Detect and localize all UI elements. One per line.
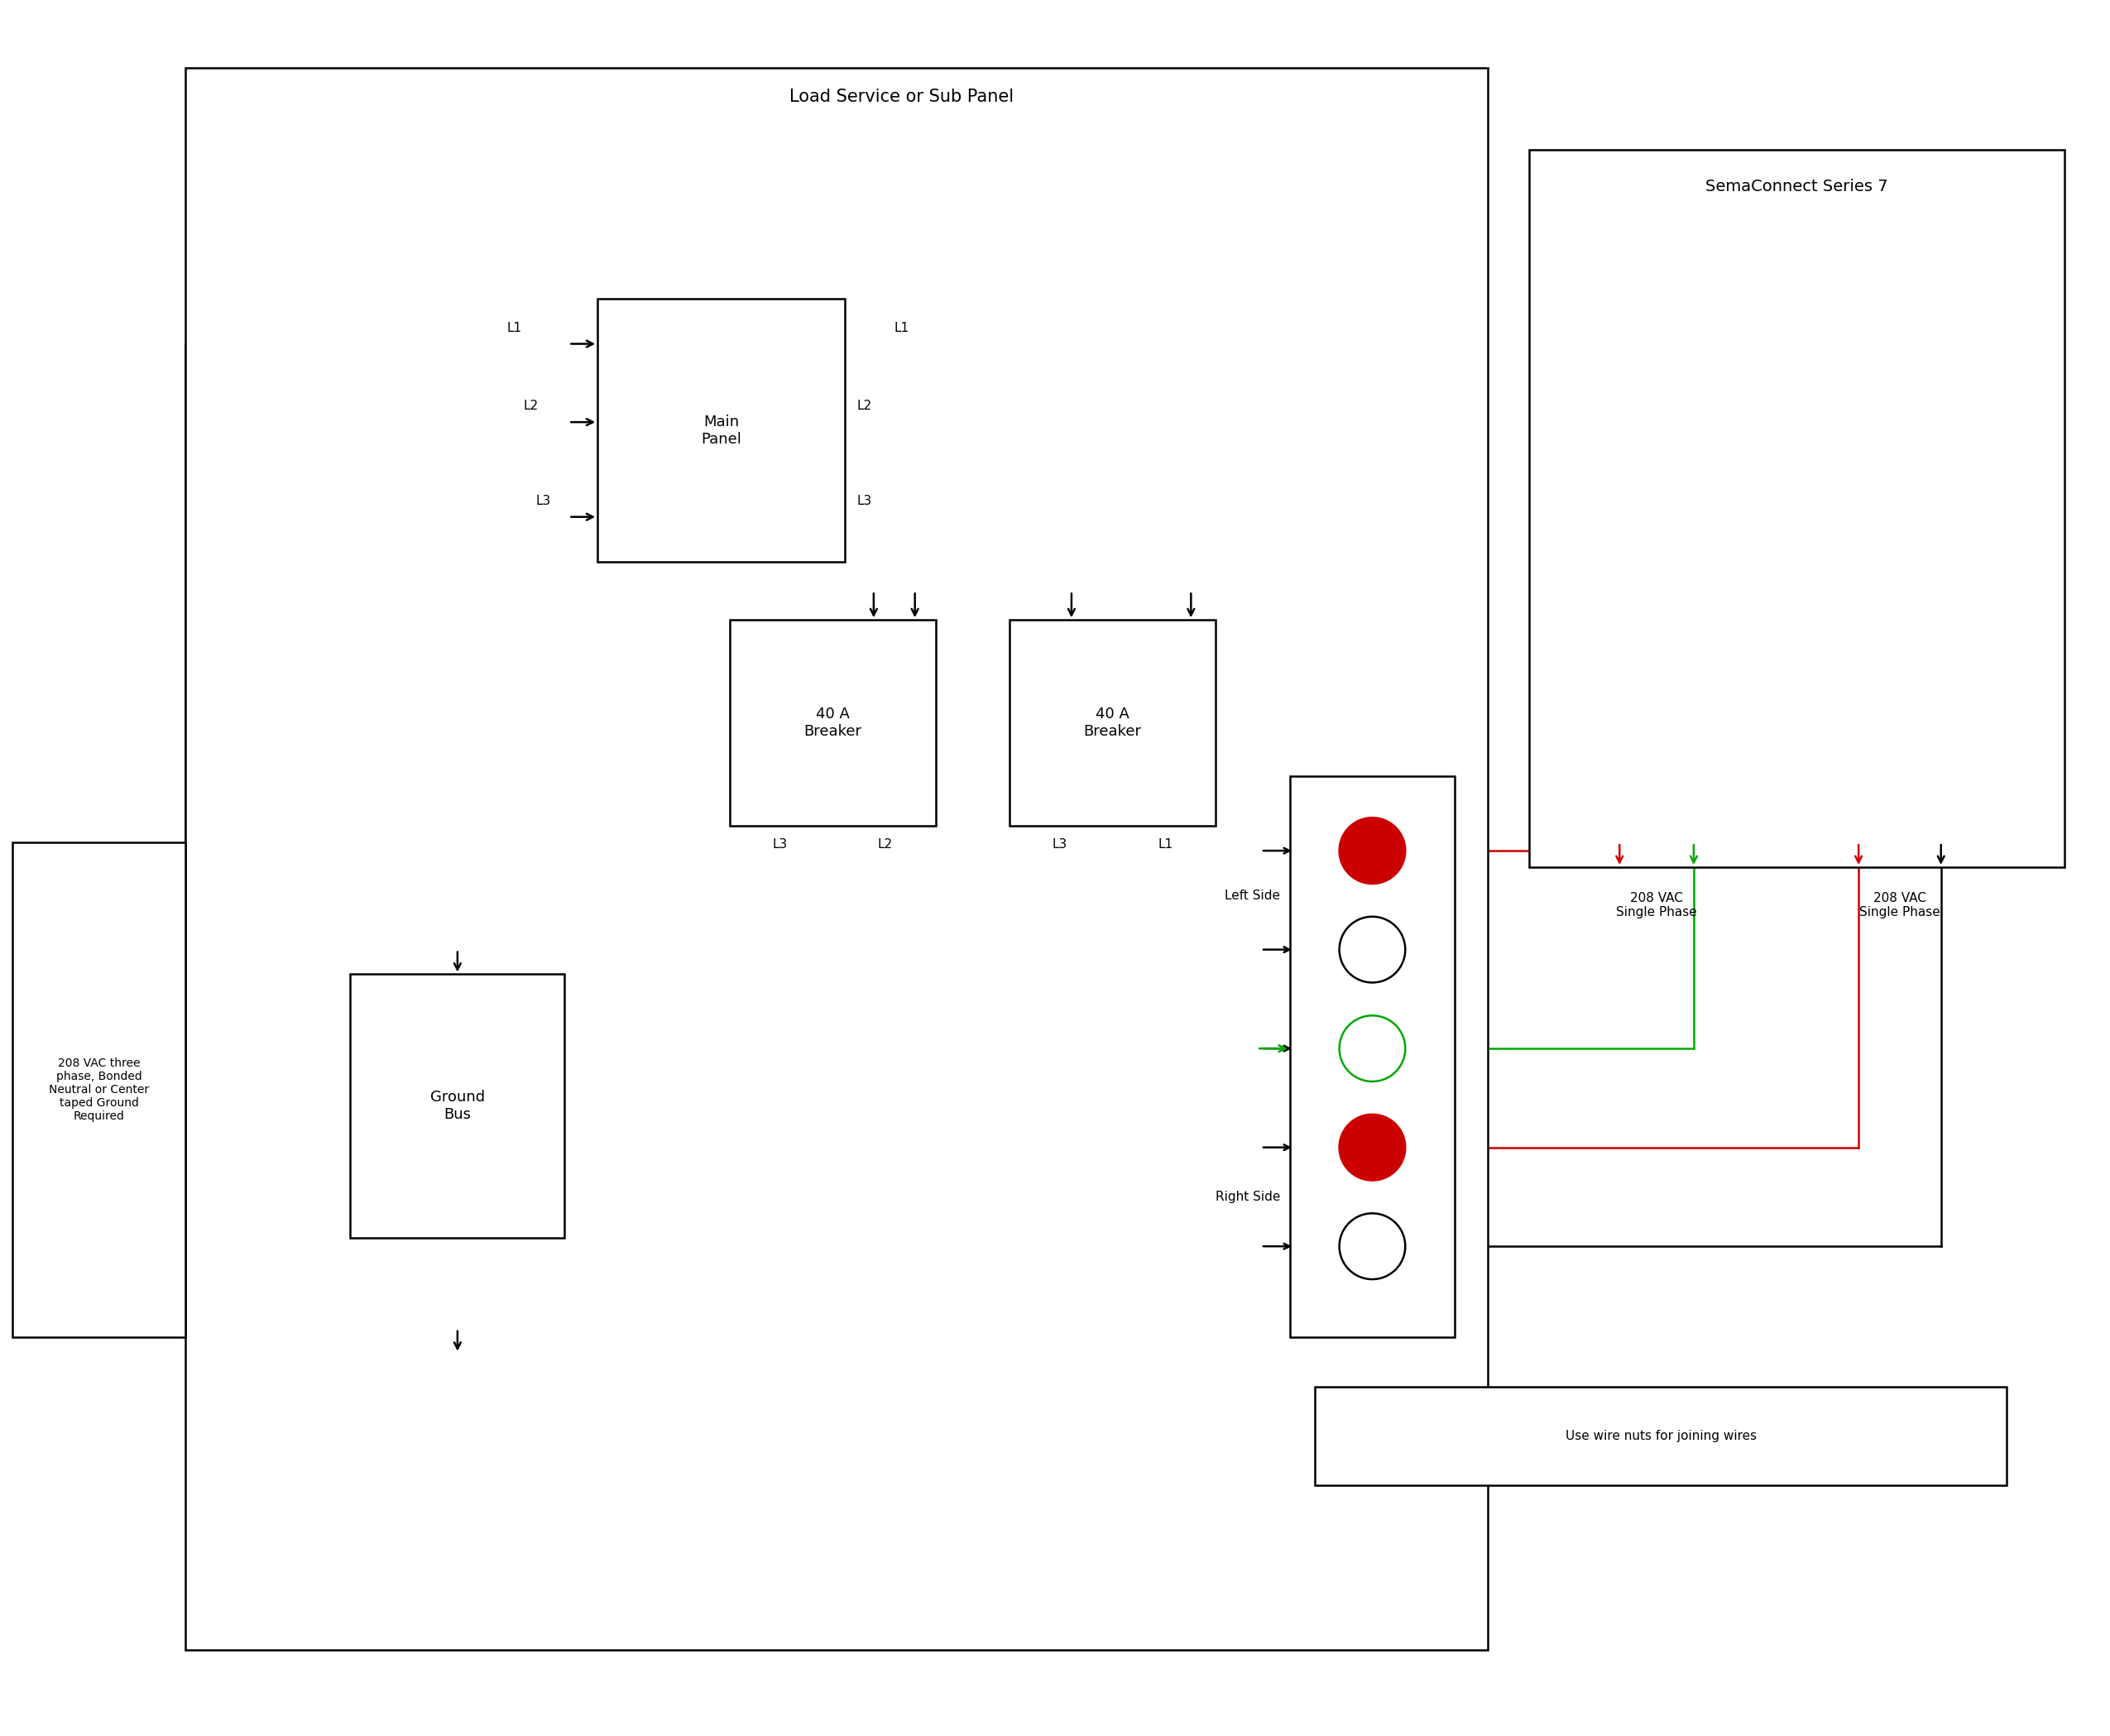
Bar	[597, 299, 844, 562]
Text: 40 A
Breaker: 40 A Breaker	[1085, 707, 1142, 740]
Text: L1: L1	[1158, 838, 1173, 851]
Bar	[13, 842, 186, 1337]
Text: 208 VAC three
phase, Bonded
Neutral or Center
taped Ground
Required: 208 VAC three phase, Bonded Neutral or C…	[49, 1057, 150, 1121]
Bar	[1530, 149, 2064, 868]
Bar	[1315, 1387, 2007, 1486]
Text: 40 A
Breaker: 40 A Breaker	[804, 707, 861, 740]
Circle shape	[1340, 1016, 1405, 1082]
Text: L2: L2	[857, 399, 871, 411]
Circle shape	[1340, 1213, 1405, 1279]
Text: Load Service or Sub Panel: Load Service or Sub Panel	[789, 89, 1015, 104]
Bar	[186, 68, 1488, 1651]
Bar	[1011, 620, 1215, 826]
Text: L2: L2	[523, 399, 538, 411]
Bar	[1289, 776, 1454, 1337]
Text: L1: L1	[506, 321, 521, 333]
Text: Right Side: Right Side	[1215, 1191, 1281, 1203]
Text: 208 VAC
Single Phase: 208 VAC Single Phase	[1859, 892, 1941, 918]
Text: L2: L2	[878, 838, 893, 851]
Text: L1: L1	[895, 321, 909, 333]
Text: Use wire nuts for joining wires: Use wire nuts for joining wires	[1566, 1430, 1756, 1443]
Text: Main
Panel: Main Panel	[701, 415, 741, 446]
Text: L3: L3	[1053, 838, 1068, 851]
Bar	[730, 620, 935, 826]
Text: Ground
Bus: Ground Bus	[430, 1090, 485, 1121]
Text: SemaConnect Series 7: SemaConnect Series 7	[1705, 179, 1888, 194]
Text: L3: L3	[857, 495, 871, 507]
Text: L3: L3	[772, 838, 787, 851]
Circle shape	[1340, 917, 1405, 983]
Circle shape	[1340, 1115, 1405, 1180]
Bar	[350, 974, 565, 1238]
Text: L3: L3	[536, 495, 551, 507]
Text: Left Side: Left Side	[1224, 891, 1281, 903]
Circle shape	[1340, 818, 1405, 884]
Text: 208 VAC
Single Phase: 208 VAC Single Phase	[1616, 892, 1696, 918]
